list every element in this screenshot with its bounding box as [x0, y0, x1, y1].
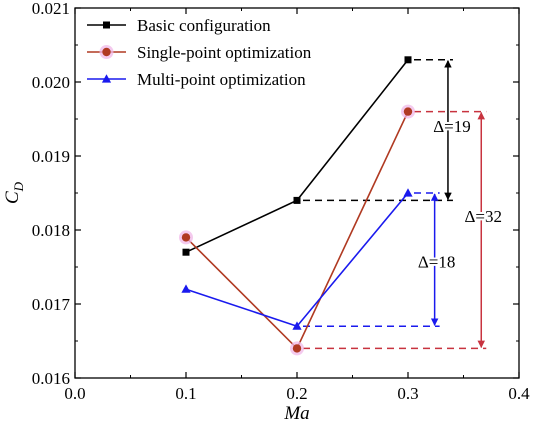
legend-label: Multi-point optimization — [137, 70, 306, 89]
delta-label: Δ=18 — [418, 253, 456, 272]
x-tick-label: 0.3 — [397, 384, 418, 403]
data-point — [293, 196, 301, 204]
y-tick-label: 0.020 — [32, 73, 70, 92]
data-point — [403, 188, 413, 197]
data-point — [404, 56, 412, 64]
data-point — [292, 321, 302, 330]
series-line — [185, 111, 409, 350]
legend-label: Single-point optimization — [137, 43, 312, 62]
x-tick-label: 0.0 — [64, 384, 85, 403]
series-line — [185, 192, 409, 328]
delta-label: Δ=19 — [433, 117, 471, 136]
x-axis-title: Ma — [283, 403, 309, 424]
legend: Basic configuration Single-point optimiza… — [87, 16, 312, 89]
y-tick-label: 0.017 — [32, 295, 71, 314]
legend-label: Basic configuration — [137, 16, 271, 35]
y-axis-title-main: C — [2, 191, 23, 204]
y-tick-label: 0.021 — [32, 0, 70, 18]
legend-marker — [102, 47, 111, 57]
data-point — [403, 107, 413, 116]
data-point — [181, 284, 191, 293]
y-tick-label: 0.018 — [32, 221, 70, 240]
data-series — [179, 56, 415, 356]
y-axis-title: CD — [2, 181, 26, 204]
x-tick-label: 0.2 — [286, 384, 307, 403]
data-point — [181, 233, 191, 242]
data-point — [182, 248, 190, 256]
delta-annotations: Δ=19 Δ=18 Δ=32 — [303, 59, 504, 350]
axis-ticks: 0.0 0.1 0.2 0.3 0.4 0.016 0.017 0.018 0.019 0.020… — [32, 0, 530, 403]
x-tick-label: 0.4 — [508, 384, 530, 403]
y-axis-title-subscript: D — [11, 181, 26, 192]
delta-label: Δ=32 — [464, 207, 502, 226]
legend-marker — [101, 74, 112, 83]
y-tick-label: 0.016 — [32, 369, 70, 388]
x-tick-label: 0.1 — [175, 384, 196, 403]
data-point — [292, 344, 302, 353]
y-tick-label: 0.019 — [32, 147, 70, 166]
legend-marker — [103, 21, 110, 29]
